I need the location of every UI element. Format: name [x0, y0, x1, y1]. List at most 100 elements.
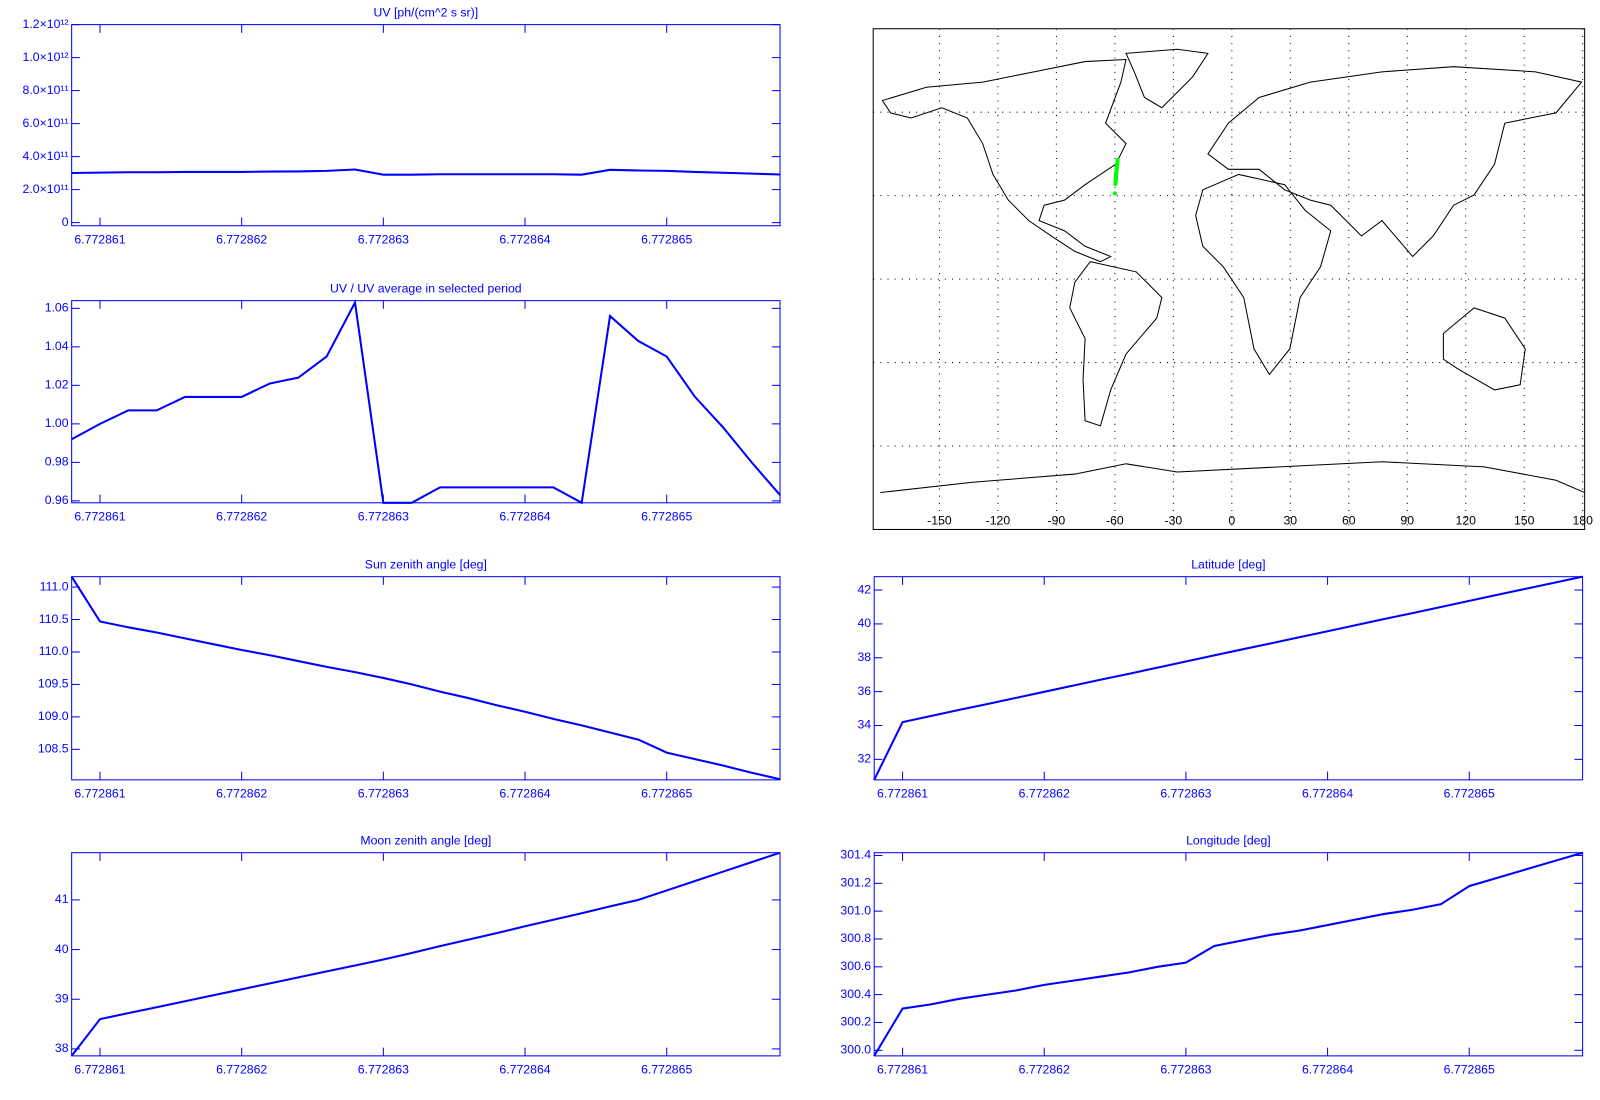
north-america: [881, 58, 1127, 263]
y-tick-label: 1.06: [45, 301, 69, 315]
y-tick-label: 4.0×10¹¹: [23, 149, 69, 163]
coastlines: [880, 48, 1585, 494]
chart-title: UV / UV average in selected period: [330, 282, 522, 296]
y-tick-label: 1.0×10¹²: [23, 50, 69, 64]
plot-frame: [71, 576, 781, 781]
plot-frame: [873, 852, 1584, 1057]
track-point: [1112, 191, 1117, 196]
y-tick-label: 301.0: [840, 903, 871, 917]
x-tick-label: 120: [1456, 514, 1477, 528]
y-tick-label: 36: [857, 684, 871, 698]
chart-title: UV [ph/(cm^2 s sr)]: [374, 6, 479, 20]
plot-frame: [71, 852, 781, 1057]
greenland: [1125, 48, 1209, 109]
x-tick-label: 6.772865: [641, 1062, 692, 1076]
x-tick-label: -30: [1164, 514, 1182, 528]
x-tick-label: 6.772861: [74, 232, 125, 246]
x-tick-label: 6.772863: [358, 1062, 409, 1076]
y-tick-label: 39: [55, 991, 69, 1005]
x-tick-label: 6.772861: [877, 1062, 928, 1076]
antarctica: [880, 461, 1585, 494]
y-tick-label: 109.5: [38, 677, 69, 691]
x-tick-label: 6.772863: [358, 786, 409, 800]
eurasia: [1207, 66, 1583, 258]
y-tick-label: 0.98: [45, 455, 69, 469]
y-tick-label: 1.04: [45, 339, 69, 353]
map-frame: [872, 28, 1586, 530]
x-tick-label: -60: [1106, 514, 1124, 528]
x-tick-label: 6.772865: [641, 509, 692, 523]
x-tick-label: 6.772863: [358, 509, 409, 523]
x-tick-label: 0: [1228, 514, 1235, 528]
x-tick-label: 6.772862: [1019, 1062, 1070, 1076]
x-tick-label: 6.772863: [358, 232, 409, 246]
y-tick-label: 1.02: [45, 378, 69, 392]
x-tick-label: 6.772864: [1302, 786, 1353, 800]
y-tick-label: 42: [857, 582, 871, 596]
chart-title: Moon zenith angle [deg]: [360, 834, 491, 848]
x-tick-label: 6.772864: [499, 786, 550, 800]
x-tick-label: -150: [927, 514, 952, 528]
y-tick-label: 109.0: [38, 709, 69, 723]
x-tick-label: 6.772863: [1160, 1062, 1211, 1076]
x-tick-label: 6.772865: [641, 232, 692, 246]
x-tick-label: 6.772865: [1444, 1062, 1495, 1076]
y-tick-label: 0: [62, 215, 69, 229]
x-tick-label: 90: [1400, 514, 1414, 528]
x-tick-label: 6.772864: [499, 232, 550, 246]
australia: [1442, 307, 1526, 391]
y-tick-label: 40: [55, 942, 69, 956]
y-tick-label: 1.2×10¹²: [23, 17, 69, 31]
x-tick-label: 6.772865: [1444, 786, 1495, 800]
y-tick-label: 301.4: [840, 848, 871, 862]
africa: [1195, 173, 1332, 376]
x-tick-label: 6.772862: [216, 786, 267, 800]
x-tick-label: 6.772861: [74, 1062, 125, 1076]
y-tick-label: 110.5: [39, 612, 69, 626]
data-line: [71, 299, 781, 505]
y-tick-label: 300.6: [840, 959, 871, 973]
x-tick-label: -120: [986, 514, 1011, 528]
plot-frame: [71, 24, 781, 227]
data-line: [873, 575, 1583, 781]
plot-frame: [71, 300, 781, 504]
y-tick-label: 300.2: [840, 1015, 871, 1029]
plot-frame: [873, 576, 1584, 781]
x-tick-label: 180: [1572, 514, 1593, 528]
y-tick-label: 2.0×10¹¹: [23, 182, 69, 196]
y-tick-label: 41: [55, 892, 69, 906]
data-line: [70, 576, 781, 781]
y-tick-label: 300.0: [840, 1043, 871, 1057]
y-tick-label: 6.0×10¹¹: [23, 116, 69, 130]
x-tick-label: 150: [1514, 514, 1535, 528]
x-tick-label: 6.772863: [1160, 786, 1211, 800]
data-line: [70, 851, 781, 1057]
x-tick-label: 6.772861: [74, 786, 125, 800]
y-tick-label: 0.96: [45, 493, 69, 507]
x-tick-label: 6.772862: [216, 232, 267, 246]
x-tick-label: 6.772864: [499, 509, 550, 523]
y-tick-label: 110.0: [39, 644, 69, 658]
y-tick-label: 108.5: [38, 742, 69, 756]
y-tick-label: 111.0: [40, 579, 69, 593]
y-tick-label: 38: [857, 650, 871, 664]
data-line: [873, 851, 1583, 1057]
chart-title: Sun zenith angle [deg]: [365, 558, 487, 572]
y-tick-label: 8.0×10¹¹: [23, 83, 69, 97]
y-tick-label: 40: [857, 616, 871, 630]
data-line: [71, 168, 781, 176]
x-tick-label: -90: [1048, 514, 1066, 528]
y-tick-label: 300.8: [840, 931, 871, 945]
y-tick-label: 300.4: [840, 987, 871, 1001]
x-tick-label: 6.772864: [1302, 1062, 1353, 1076]
y-tick-label: 32: [857, 752, 871, 766]
x-tick-label: 6.772862: [1019, 786, 1070, 800]
y-tick-label: 38: [55, 1041, 69, 1055]
track-point: [1115, 158, 1120, 163]
x-tick-label: 6.772862: [216, 1062, 267, 1076]
x-tick-label: 60: [1342, 514, 1356, 528]
chart-title: Longitude [deg]: [1186, 834, 1271, 848]
x-tick-label: 6.772861: [74, 509, 125, 523]
